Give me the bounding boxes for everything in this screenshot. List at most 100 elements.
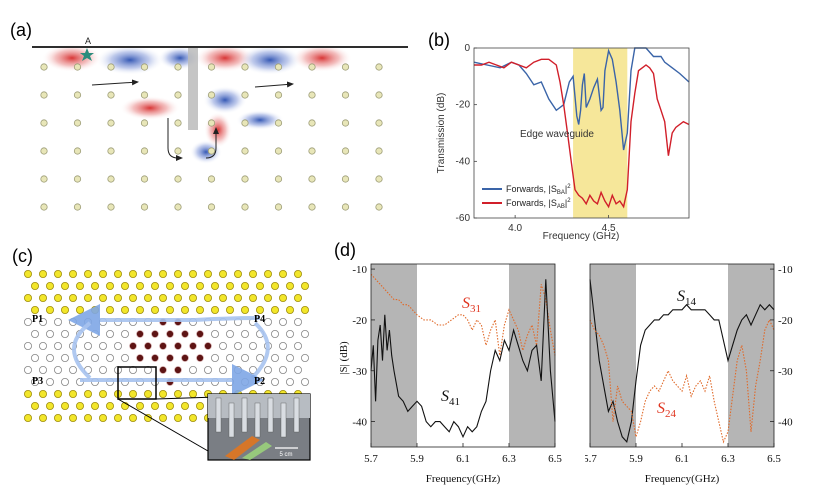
propagation-arrow-1 (91, 79, 139, 86)
rod (207, 147, 216, 155)
yellow-rod (69, 293, 78, 302)
x-tick-label: 6.1 (675, 453, 689, 465)
rod (308, 119, 316, 127)
rod (274, 119, 283, 127)
white-rod (218, 366, 227, 375)
yellow-rod (38, 413, 47, 422)
white-rod (38, 342, 47, 351)
x-axis-label: Frequency (GHz) (543, 231, 620, 242)
yellow-rod (240, 281, 249, 290)
yellow-rod (180, 281, 189, 290)
yellow-rod (210, 306, 219, 315)
rod (107, 63, 115, 71)
yellow-rod (150, 401, 159, 410)
x-tick-label: 6.5 (767, 453, 781, 465)
dark-rod (144, 342, 153, 351)
x-tick-label: 4.0 (508, 223, 522, 234)
rod (174, 91, 182, 99)
series-line-s24 (589, 318, 775, 444)
white-rod (188, 366, 197, 375)
yellow-rod (114, 413, 123, 422)
port-p1: P1 (32, 314, 43, 325)
dark-rod (150, 330, 159, 339)
yellow-rod (84, 270, 93, 278)
yellow-rod (99, 413, 108, 422)
panel-label-c: (c) (12, 246, 33, 266)
photo-rod (228, 402, 235, 438)
white-rod (270, 354, 279, 363)
curve-label-s41: S41 (441, 388, 460, 408)
yellow-rod (195, 401, 204, 410)
yellow-rod (203, 293, 212, 302)
yellow-rod (61, 281, 70, 290)
yellow-rod (278, 293, 287, 302)
dark-rod (165, 330, 174, 339)
panel-label-a: (a) (10, 20, 32, 40)
source-a-label: A (85, 36, 91, 46)
rod (207, 175, 216, 183)
yellow-rod (165, 401, 174, 410)
white-rod (121, 354, 130, 363)
rod (174, 203, 182, 211)
rod (375, 119, 383, 127)
rod (341, 175, 350, 183)
series-line-s41 (370, 279, 556, 439)
field-blob (96, 45, 164, 75)
x-axis-label: Frequency(GHz) (645, 473, 720, 485)
yellow-rod (188, 390, 197, 399)
white-rod (203, 366, 212, 375)
white-rod (30, 330, 39, 339)
y-tick-label: -10 (352, 264, 367, 276)
rod (308, 63, 316, 71)
rod (40, 175, 48, 183)
rod (241, 147, 249, 155)
yellow-rod (233, 293, 242, 302)
rod (308, 203, 316, 211)
panel-label-b: (b) (428, 30, 450, 50)
x-axis-label: Frequency(GHz) (426, 473, 501, 485)
rod (274, 91, 283, 99)
y-tick-label: 0 (464, 43, 470, 54)
curve-label-s14: S14 (677, 288, 697, 308)
yellow-rod (106, 306, 115, 315)
yellow-rod (136, 306, 145, 315)
yellow-rod (293, 293, 302, 302)
yellow-rod (38, 390, 47, 399)
rod (107, 147, 115, 155)
rod (140, 63, 149, 71)
dark-rod (136, 330, 145, 339)
yellow-rod (76, 306, 85, 315)
field-blob (120, 96, 180, 120)
photo-rod (293, 397, 300, 433)
yellow-rod (195, 306, 204, 315)
yellow-rod (255, 306, 264, 315)
white-rod (233, 342, 242, 351)
white-rod (99, 342, 108, 351)
dark-rod (165, 354, 174, 363)
rod (375, 91, 383, 99)
dark-rod (203, 342, 212, 351)
rod (241, 119, 249, 127)
white-rod (54, 318, 63, 327)
white-rod (218, 342, 227, 351)
y-tick-label: -60 (456, 213, 471, 224)
edge-path-top (68, 304, 261, 336)
yellow-rod (203, 270, 212, 278)
white-rod (255, 354, 264, 363)
yellow-rod (61, 401, 70, 410)
yellow-rod (285, 281, 294, 290)
rod (140, 119, 149, 127)
white-rod (61, 330, 70, 339)
white-rod (300, 378, 309, 387)
yellow-rod (45, 306, 54, 315)
white-rod (263, 366, 272, 375)
photo-rod (280, 402, 287, 438)
yellow-rod (84, 293, 93, 302)
yellow-rod (300, 281, 309, 290)
yellow-rod (195, 281, 204, 290)
yellow-rod (218, 270, 227, 278)
white-rod (106, 330, 115, 339)
rod (40, 63, 48, 71)
yellow-rod (165, 281, 174, 290)
edge-waveguide-annotation: Edge waveguide (520, 129, 594, 140)
